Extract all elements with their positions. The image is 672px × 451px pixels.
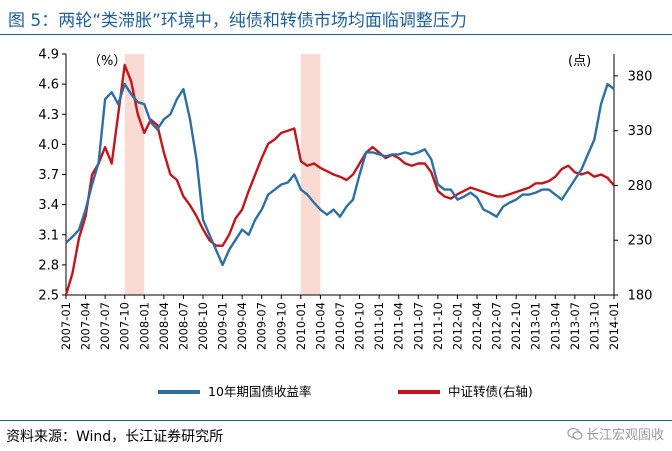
left-tick-label-2: 3.1 xyxy=(38,228,59,243)
highlight-band-1 xyxy=(300,54,321,295)
left-axis-unit: （%） xyxy=(88,54,126,69)
x-tick-label-1: 2007-04 xyxy=(79,302,93,350)
left-tick-label-5: 4.0 xyxy=(38,138,59,153)
x-tick-label-21: 2012-04 xyxy=(470,302,484,350)
x-tick-label-28: 2014-01 xyxy=(607,302,621,350)
x-tick-label-22: 2012-07 xyxy=(490,302,504,350)
x-tick-label-7: 2008-10 xyxy=(196,302,210,350)
x-tick-label-10: 2009-07 xyxy=(255,302,269,350)
x-tick-label-26: 2013-07 xyxy=(568,302,582,350)
x-tick-label-5: 2008-04 xyxy=(157,302,171,350)
legend: 10年期国债收益率 中证转债(右轴) xyxy=(158,384,533,399)
x-tick-label-14: 2010-07 xyxy=(333,302,347,350)
highlight-bands xyxy=(124,54,321,295)
right-axis-unit: (点) xyxy=(568,54,591,69)
left-tick-label-4: 3.7 xyxy=(38,168,59,183)
x-tick-label-15: 2010-10 xyxy=(353,302,367,350)
chart: 2.5 2.8 3.1 3.4 3.7 4.0 4.3 4.6 4.9 180 230 280 330… xyxy=(38,48,653,400)
right-tick-label-0: 180 xyxy=(628,289,653,304)
x-tick-label-23: 2012-10 xyxy=(509,302,523,350)
x-tick-label-17: 2011-04 xyxy=(392,302,406,350)
axes xyxy=(65,54,615,296)
x-tick-label-8: 2009-01 xyxy=(216,302,230,350)
left-tick-label-7: 4.6 xyxy=(38,78,59,93)
x-tick-label-24: 2013-01 xyxy=(529,302,543,350)
x-tick-label-4: 2008-01 xyxy=(137,302,151,350)
right-tick-label-1: 230 xyxy=(628,234,653,249)
x-tick-label-11: 2009-10 xyxy=(274,302,288,350)
x-tick-label-19: 2011-10 xyxy=(431,302,445,350)
x-tick-label-20: 2012-01 xyxy=(450,302,464,350)
x-tick-label-0: 2007-01 xyxy=(59,302,73,350)
x-tick-label-9: 2009-04 xyxy=(235,302,249,350)
right-tick-label-3: 330 xyxy=(628,124,653,139)
right-axis-ticks: 180 230 280 330 380 xyxy=(614,69,653,304)
source-rule xyxy=(0,420,672,421)
source-note: 资料来源：Wind，长江证券研究所 xyxy=(6,429,224,445)
figure-title: 图 5：两轮“类滞胀”环境中，纯债和转债市场均面临调整压力 xyxy=(8,11,467,31)
legend-label-convertible: 中证转债(右轴) xyxy=(448,384,533,399)
legend-label-bond-yield: 10年期国债收益率 xyxy=(208,384,311,399)
highlight-band-0 xyxy=(124,54,145,295)
watermark: 长江宏观固收 xyxy=(567,424,664,443)
x-tick-label-13: 2010-04 xyxy=(313,302,327,350)
x-axis-ticks: 2007-01 2007-04 2007-07 2007-10 2008-01 2008-… xyxy=(59,295,621,350)
right-tick-label-2: 280 xyxy=(628,179,653,194)
watermark-text: 长江宏观固收 xyxy=(585,428,664,443)
series-line-bond-yield xyxy=(65,82,615,267)
left-tick-label-6: 4.3 xyxy=(38,108,59,123)
x-tick-label-6: 2008-07 xyxy=(176,302,190,350)
x-tick-label-3: 2007-10 xyxy=(118,302,132,350)
right-tick-label-4: 380 xyxy=(628,69,653,84)
left-tick-label-0: 2.5 xyxy=(38,289,59,304)
series-lines xyxy=(64,63,615,296)
x-tick-label-12: 2010-01 xyxy=(294,302,308,350)
left-tick-label-3: 3.4 xyxy=(38,198,59,213)
x-tick-label-16: 2011-01 xyxy=(372,302,386,350)
wechat-icon xyxy=(567,427,583,440)
x-tick-label-27: 2013-10 xyxy=(587,302,601,350)
x-tick-label-2: 2007-07 xyxy=(98,302,112,350)
x-tick-label-18: 2011-07 xyxy=(411,302,425,350)
left-tick-label-8: 4.9 xyxy=(38,48,59,63)
title-rule xyxy=(0,34,672,35)
x-tick-label-25: 2013-04 xyxy=(548,302,562,350)
left-axis-ticks: 2.5 2.8 3.1 3.4 3.7 4.0 4.3 4.6 4.9 xyxy=(38,48,66,304)
series-line-convertible xyxy=(64,63,615,296)
left-tick-label-1: 2.8 xyxy=(38,258,59,273)
